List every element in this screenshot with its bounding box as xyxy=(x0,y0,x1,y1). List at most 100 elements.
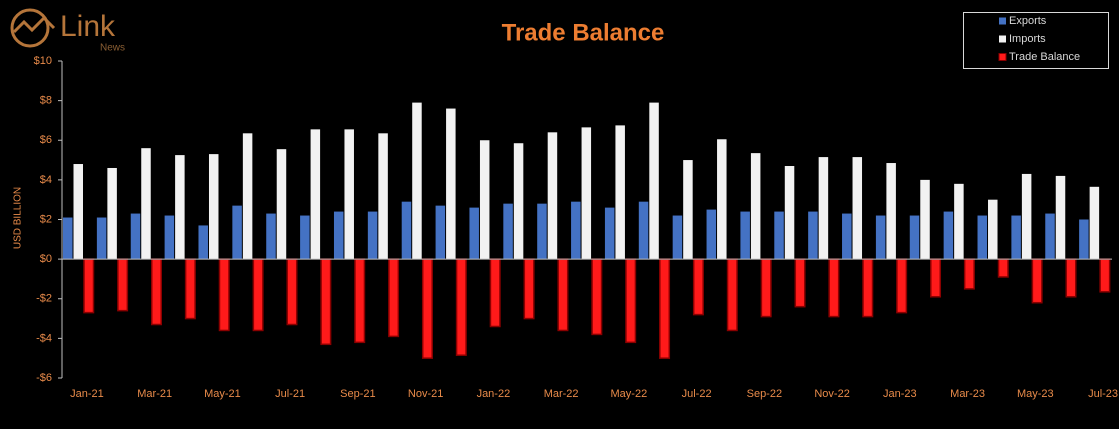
bar xyxy=(63,217,73,260)
bar xyxy=(862,258,874,318)
x-tick-label: Jan-21 xyxy=(70,388,104,400)
bar xyxy=(513,143,524,260)
legend-label: Trade Balance xyxy=(1009,51,1080,63)
bar xyxy=(107,167,117,260)
bar xyxy=(435,205,446,260)
bar xyxy=(920,179,930,260)
bar xyxy=(717,139,727,260)
legend-swatch xyxy=(998,53,1007,61)
y-tick-label: $8 xyxy=(40,95,52,107)
x-tick-label: Jul-23 xyxy=(1088,388,1118,400)
bar xyxy=(571,201,581,260)
bar xyxy=(591,258,603,336)
x-tick-label: May-23 xyxy=(1017,388,1054,400)
bar xyxy=(354,258,366,344)
bar xyxy=(232,205,242,260)
bar xyxy=(333,211,344,260)
bar xyxy=(367,211,378,260)
bar xyxy=(1079,219,1089,260)
bar xyxy=(1099,258,1111,293)
bar xyxy=(818,157,829,260)
bar xyxy=(581,127,592,260)
legend-swatch xyxy=(999,17,1006,25)
bar xyxy=(954,183,964,260)
bar xyxy=(421,258,433,359)
bar xyxy=(141,148,151,260)
bar xyxy=(1021,173,1032,260)
bar xyxy=(649,102,659,260)
bar xyxy=(726,258,738,332)
bar xyxy=(557,258,569,332)
bar xyxy=(997,258,1009,278)
bar xyxy=(988,199,998,260)
bar xyxy=(706,209,717,260)
logo-ring xyxy=(10,8,50,48)
x-tick-label: Sep-21 xyxy=(340,388,375,400)
bar xyxy=(503,203,513,260)
bar xyxy=(489,258,501,328)
bar xyxy=(446,108,456,260)
bar xyxy=(615,125,625,260)
bar xyxy=(896,258,908,314)
bar xyxy=(479,140,490,260)
bar xyxy=(198,225,208,260)
bar xyxy=(344,129,354,260)
x-tick-label: Jan-23 xyxy=(883,388,917,400)
bar xyxy=(537,203,547,260)
x-tick-label: Mar-23 xyxy=(950,388,985,400)
x-tick-label: Jul-21 xyxy=(275,388,305,400)
bar xyxy=(659,258,671,359)
bar xyxy=(83,258,95,314)
bar xyxy=(242,133,253,260)
bar xyxy=(625,258,637,344)
bar xyxy=(164,215,175,260)
bar xyxy=(886,163,896,260)
legend-label: Imports xyxy=(1009,33,1046,45)
brand: Link xyxy=(60,10,116,43)
chart-title: Trade Balance xyxy=(502,19,665,46)
x-tick-label: May-22 xyxy=(611,388,648,400)
bar xyxy=(1089,186,1100,260)
bar xyxy=(808,211,818,260)
bar xyxy=(547,132,558,260)
y-tick-label: -$4 xyxy=(36,332,52,344)
bar xyxy=(266,213,276,260)
bar xyxy=(300,215,310,260)
x-tick-label: Nov-21 xyxy=(408,388,443,400)
bar xyxy=(740,211,750,260)
bar xyxy=(683,160,693,260)
bar xyxy=(943,211,954,260)
bar xyxy=(604,207,615,260)
legend-box xyxy=(963,12,1109,69)
bar xyxy=(784,166,795,260)
logo: Link News xyxy=(10,8,125,54)
legend-label: Exports xyxy=(1009,15,1047,27)
y-tick-label: $10 xyxy=(34,55,52,67)
bar xyxy=(208,154,219,260)
x-tick-label: Sep-22 xyxy=(747,388,782,400)
legend-swatch xyxy=(999,35,1006,43)
y-tick-label: $6 xyxy=(40,134,52,146)
bar xyxy=(130,213,141,260)
bar xyxy=(638,201,649,260)
bar xyxy=(175,155,185,260)
bar xyxy=(73,164,83,260)
bar xyxy=(692,258,704,316)
bar xyxy=(963,258,975,290)
bar xyxy=(96,217,107,260)
y-tick-label: $2 xyxy=(40,213,52,225)
bar xyxy=(1011,215,1021,260)
y-tick-label: $0 xyxy=(40,253,52,265)
x-tick-label: Jan-22 xyxy=(477,388,511,400)
bar xyxy=(388,258,400,338)
bar xyxy=(1055,175,1066,260)
bar xyxy=(184,258,196,320)
bar xyxy=(523,258,535,320)
bar xyxy=(276,149,287,260)
bar xyxy=(842,213,852,260)
bar xyxy=(401,201,412,260)
bar xyxy=(930,258,942,298)
bar xyxy=(977,215,988,260)
